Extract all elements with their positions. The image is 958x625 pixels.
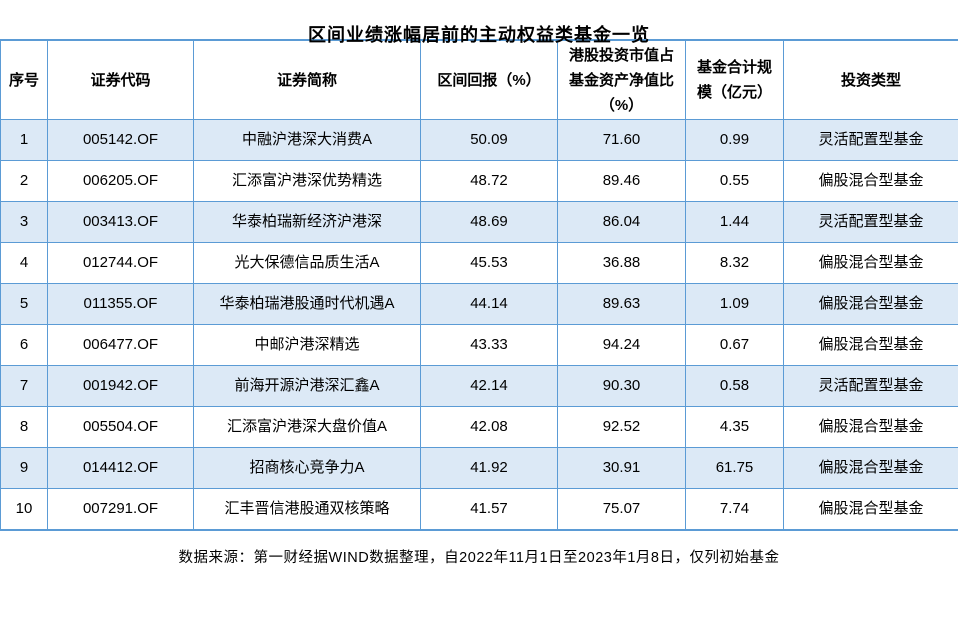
cell-name: 中融沪港深大消费A (193, 119, 421, 161)
cell-interval-return: 42.14 (420, 365, 558, 407)
cell-hk-ratio: 36.88 (557, 242, 686, 284)
cell-name: 汇添富沪港深优势精选 (193, 160, 421, 202)
cell-fund-scale: 4.35 (685, 406, 784, 448)
cell-interval-return: 45.53 (420, 242, 558, 284)
col-header-fund-type: 投资类型 (783, 39, 958, 120)
cell-fund-type: 偏股混合型基金 (783, 160, 958, 202)
col-header-code: 证券代码 (47, 39, 194, 120)
cell-fund-type: 偏股混合型基金 (783, 488, 958, 531)
cell-hk-ratio: 94.24 (557, 324, 686, 366)
cell-rank: 8 (0, 406, 48, 448)
cell-code: 012744.OF (47, 242, 194, 284)
cell-fund-scale: 61.75 (685, 447, 784, 489)
table-row: 9 014412.OF 招商核心竞争力A 41.92 30.91 61.75 偏股混合型基金 (0, 447, 958, 489)
cell-name: 光大保德信品质生活A (193, 242, 421, 284)
cell-code: 014412.OF (47, 447, 194, 489)
cell-fund-scale: 1.09 (685, 283, 784, 325)
cell-fund-type: 偏股混合型基金 (783, 324, 958, 366)
cell-code: 011355.OF (47, 283, 194, 325)
cell-rank: 6 (0, 324, 48, 366)
cell-fund-scale: 8.32 (685, 242, 784, 284)
col-header-fund-scale: 基金合计规模（亿元） (685, 39, 784, 120)
cell-fund-scale: 0.58 (685, 365, 784, 407)
table-row: 4 012744.OF 光大保德信品质生活A 45.53 36.88 8.32 偏股混合型基… (0, 242, 958, 284)
cell-name: 前海开源沪港深汇鑫A (193, 365, 421, 407)
cell-rank: 7 (0, 365, 48, 407)
cell-fund-type: 偏股混合型基金 (783, 406, 958, 448)
cell-hk-ratio: 92.52 (557, 406, 686, 448)
cell-interval-return: 42.08 (420, 406, 558, 448)
cell-hk-ratio: 86.04 (557, 201, 686, 243)
cell-fund-scale: 7.74 (685, 488, 784, 531)
cell-code: 006477.OF (47, 324, 194, 366)
cell-code: 005504.OF (47, 406, 194, 448)
cell-hk-ratio: 90.30 (557, 365, 686, 407)
cell-code: 007291.OF (47, 488, 194, 531)
table-row: 8 005504.OF 汇添富沪港深大盘价值A 42.08 92.52 4.35 偏股混合型… (0, 406, 958, 448)
cell-fund-type: 灵活配置型基金 (783, 119, 958, 161)
table-row: 3 003413.OF 华泰柏瑞新经济沪港深 48.69 86.04 1.44 灵活配置型基… (0, 201, 958, 243)
cell-fund-scale: 0.55 (685, 160, 784, 202)
header-row: 序号 证券代码 证券简称 区间回报（%） 港股投资市值占基金资产净值比（%） 基… (0, 39, 958, 120)
cell-fund-scale: 0.99 (685, 119, 784, 161)
cell-name: 招商核心竞争力A (193, 447, 421, 489)
cell-interval-return: 50.09 (420, 119, 558, 161)
cell-rank: 10 (0, 488, 48, 531)
cell-fund-type: 偏股混合型基金 (783, 447, 958, 489)
table-header: 序号 证券代码 证券简称 区间回报（%） 港股投资市值占基金资产净值比（%） 基… (0, 39, 958, 120)
col-header-rank: 序号 (0, 39, 48, 120)
cell-hk-ratio: 89.46 (557, 160, 686, 202)
cell-rank: 3 (0, 201, 48, 243)
table-row: 5 011355.OF 华泰柏瑞港股通时代机遇A 44.14 89.63 1.09 偏股混合… (0, 283, 958, 325)
cell-interval-return: 48.69 (420, 201, 558, 243)
cell-hk-ratio: 89.63 (557, 283, 686, 325)
cell-name: 汇丰晋信港股通双核策略 (193, 488, 421, 531)
table-row: 1 005142.OF 中融沪港深大消费A 50.09 71.60 0.99 灵活配置型基金 (0, 119, 958, 161)
cell-name: 汇添富沪港深大盘价值A (193, 406, 421, 448)
cell-interval-return: 44.14 (420, 283, 558, 325)
cell-interval-return: 48.72 (420, 160, 558, 202)
cell-rank: 4 (0, 242, 48, 284)
cell-fund-type: 灵活配置型基金 (783, 201, 958, 243)
col-header-name: 证券简称 (193, 39, 421, 120)
cell-hk-ratio: 71.60 (557, 119, 686, 161)
cell-fund-scale: 0.67 (685, 324, 784, 366)
cell-interval-return: 41.92 (420, 447, 558, 489)
cell-interval-return: 41.57 (420, 488, 558, 531)
cell-code: 006205.OF (47, 160, 194, 202)
data-source-note: 数据来源：第一财经据WIND数据整理，自2022年11月1日至2023年1月8日… (178, 550, 780, 566)
cell-name: 中邮沪港深精选 (193, 324, 421, 366)
page-title: 区间业绩涨幅居前的主动权益类基金一览 (308, 25, 650, 45)
cell-rank: 2 (0, 160, 48, 202)
table-row: 10 007291.OF 汇丰晋信港股通双核策略 41.57 75.07 7.74 偏股混合… (0, 488, 958, 531)
cell-code: 001942.OF (47, 365, 194, 407)
cell-name: 华泰柏瑞港股通时代机遇A (193, 283, 421, 325)
cell-rank: 5 (0, 283, 48, 325)
table-row: 2 006205.OF 汇添富沪港深优势精选 48.72 89.46 0.55 偏股混合型基… (0, 160, 958, 202)
fund-table: 序号 证券代码 证券简称 区间回报（%） 港股投资市值占基金资产净值比（%） 基… (0, 39, 958, 531)
cell-fund-type: 灵活配置型基金 (783, 365, 958, 407)
cell-fund-type: 偏股混合型基金 (783, 242, 958, 284)
cell-fund-scale: 1.44 (685, 201, 784, 243)
col-header-interval-return: 区间回报（%） (420, 39, 558, 120)
table-row: 7 001942.OF 前海开源沪港深汇鑫A 42.14 90.30 0.58 灵活配置型基… (0, 365, 958, 407)
cell-hk-ratio: 75.07 (557, 488, 686, 531)
cell-hk-ratio: 30.91 (557, 447, 686, 489)
cell-code: 003413.OF (47, 201, 194, 243)
table-body: 1 005142.OF 中融沪港深大消费A 50.09 71.60 0.99 灵活配置型基金… (0, 119, 958, 531)
cell-name: 华泰柏瑞新经济沪港深 (193, 201, 421, 243)
table-row: 6 006477.OF 中邮沪港深精选 43.33 94.24 0.67 偏股混合型基金 (0, 324, 958, 366)
cell-rank: 9 (0, 447, 48, 489)
cell-interval-return: 43.33 (420, 324, 558, 366)
cell-rank: 1 (0, 119, 48, 161)
col-header-hk-ratio: 港股投资市值占基金资产净值比（%） (557, 39, 686, 120)
cell-code: 005142.OF (47, 119, 194, 161)
cell-fund-type: 偏股混合型基金 (783, 283, 958, 325)
